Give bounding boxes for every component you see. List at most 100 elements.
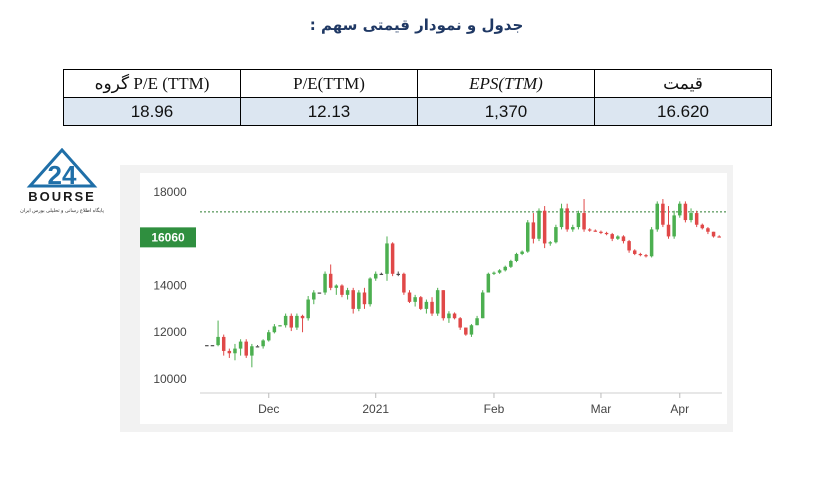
header-group-pe: P/E (TTM) گروه (63, 69, 241, 98)
y-tick-label: 12000 (153, 325, 187, 339)
candle-body (497, 270, 502, 273)
candle-body (345, 290, 350, 295)
candle-body (711, 231, 716, 237)
candle-body (576, 213, 581, 228)
candle-body (300, 315, 305, 319)
candle-body (255, 346, 260, 348)
candle-body (357, 292, 361, 309)
page-heading: جدول و نمودار قیمتی سهم : (309, 16, 524, 34)
candle-body (514, 253, 519, 261)
candle-body (542, 210, 547, 244)
candle-body (227, 350, 232, 354)
candle-body (233, 348, 237, 354)
last-price-badge (140, 227, 196, 248)
candle-body (295, 315, 299, 328)
candle-body (267, 332, 271, 341)
y-tick-label: 14000 (153, 279, 187, 293)
candle-body (655, 203, 659, 230)
table-values-row: 16.620 1,370 12.13 18.96 (63, 97, 772, 126)
chart-container: 1000012000140001600018000Dec2021FebMarAp… (120, 165, 733, 432)
candle-body (475, 318, 479, 326)
value-pe: 12.13 (240, 97, 418, 126)
candle-body (683, 203, 688, 221)
candle-body (447, 313, 451, 319)
candle-body (419, 297, 423, 309)
candle-body (661, 203, 665, 225)
candle-body (441, 290, 446, 319)
candle-body (706, 228, 710, 232)
candle-body (565, 208, 569, 230)
header-eps: EPS(TTM) (417, 69, 595, 98)
candle-body (593, 230, 598, 232)
candle-body (306, 299, 310, 319)
candle-body (649, 229, 654, 257)
candle-body (435, 290, 440, 314)
candle-body (469, 325, 474, 335)
candle-body (323, 273, 327, 293)
candle-body (340, 285, 344, 295)
logo-number: 24 (48, 160, 77, 190)
candle-body (289, 315, 294, 328)
header-price: قیمت (594, 69, 772, 98)
candle-body (464, 327, 468, 335)
candle-body (424, 301, 429, 309)
candle-body (621, 236, 626, 242)
candle-body (373, 273, 378, 279)
candle-body (312, 292, 316, 300)
candle-body (351, 290, 355, 309)
logo-text: BOURSE (28, 189, 96, 204)
stock-metrics-table: قیمت EPS(TTM) P/E(TTM) P/E (TTM) گروه 16… (63, 69, 772, 126)
candle-body (390, 243, 395, 274)
candle-body (402, 273, 406, 293)
x-tick-label: Feb (484, 402, 505, 416)
candle-body (452, 313, 457, 319)
candle-body (610, 234, 614, 239)
logo-tagline: پایگاه اطلاع رسانی و تحلیلی بورس ایران (20, 207, 104, 214)
candle-body (385, 243, 389, 274)
candle-body (537, 210, 541, 239)
candle-body (509, 260, 513, 267)
candle-body (689, 213, 693, 221)
x-tick-label: 2021 (362, 402, 389, 416)
candle-body (210, 345, 215, 347)
candle-body (644, 255, 648, 257)
candle-body (666, 224, 671, 237)
candle-body (571, 227, 575, 230)
candle-body (503, 266, 507, 271)
candle-body (638, 253, 643, 256)
candle-body (250, 346, 254, 356)
candle-body (283, 315, 288, 326)
logo-triangle-icon (26, 148, 98, 188)
candle-body (328, 273, 333, 288)
candle-body (599, 231, 603, 233)
candle-body (604, 232, 609, 235)
candle-body (531, 222, 536, 239)
candle-body (407, 292, 412, 302)
candle-body (678, 203, 682, 216)
candle-body (486, 273, 491, 293)
candle-body (492, 272, 496, 274)
candle-body (559, 208, 564, 228)
candle-body (379, 273, 384, 276)
candle-body (368, 278, 372, 305)
candle-body (616, 236, 620, 239)
chart-panel: 1000012000140001600018000Dec2021FebMarAp… (140, 173, 727, 424)
x-tick-label: Dec (258, 402, 279, 416)
y-tick-label: 10000 (153, 372, 187, 386)
value-price: 16.620 (594, 97, 772, 126)
candle-body (205, 345, 209, 347)
candle-body (632, 250, 637, 254)
candle-body (396, 273, 400, 276)
candle-body (627, 241, 631, 251)
x-tick-label: Apr (670, 402, 689, 416)
bourse24-logo: 24 BOURSE پایگاه اطلاع رسانی و تحلیلی بو… (20, 148, 104, 214)
candle-body (672, 215, 676, 237)
candle-body (694, 213, 699, 225)
value-eps: 1,370 (417, 97, 595, 126)
candle-body (413, 297, 417, 302)
candle-body (216, 336, 220, 346)
candle-body (221, 336, 226, 351)
candle-body (717, 236, 721, 238)
candle-body (582, 213, 586, 230)
candle-body (430, 301, 434, 314)
